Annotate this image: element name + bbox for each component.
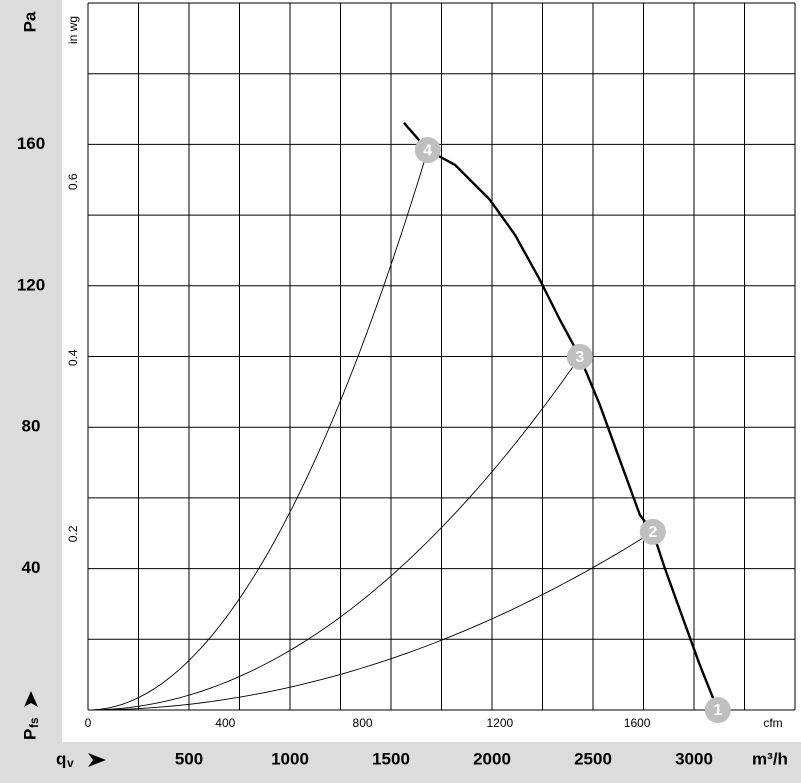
x-symbol-main: q xyxy=(56,749,66,768)
system-curve xyxy=(87,149,429,711)
operating-point xyxy=(566,343,593,370)
y2-tick-label: 0.2 xyxy=(66,525,80,542)
fan-curve xyxy=(403,122,719,711)
x2-tick-label: 800 xyxy=(353,716,373,730)
operating-point xyxy=(704,697,731,723)
x-tick-label: 500 xyxy=(175,749,203,768)
y-tick-label: 120 xyxy=(17,275,45,294)
x-symbol: q v xyxy=(56,749,106,770)
plot: 1 2 3 4 xyxy=(87,122,731,723)
y2-unit: in wg xyxy=(66,16,80,44)
system-curve xyxy=(87,531,654,711)
y-symbol: P fs xyxy=(20,691,41,740)
x-tick-label: 3000 xyxy=(675,749,713,768)
y-arrow xyxy=(24,691,38,707)
operating-point-label: 2 xyxy=(648,524,657,541)
x2-tick-label: 400 xyxy=(215,716,235,730)
y-tick-label: 40 xyxy=(22,558,41,577)
x-arrow xyxy=(88,753,106,767)
left-band xyxy=(0,0,62,742)
x-unit: m³/h xyxy=(752,749,788,768)
x-tick-label: 1000 xyxy=(271,749,309,768)
operating-point xyxy=(639,518,666,545)
x-tick-label: 1500 xyxy=(372,749,410,768)
y-unit: Pa xyxy=(20,11,39,32)
x2-unit: cfm xyxy=(763,716,782,730)
x-tick-label: 2000 xyxy=(473,749,511,768)
operating-point-label: 3 xyxy=(575,349,584,366)
y2-tick-label: 0.6 xyxy=(66,173,80,190)
y-symbol-sub: fs xyxy=(27,717,41,728)
y2-tick-label: 0.4 xyxy=(66,349,80,366)
y-symbol-main: P xyxy=(20,729,39,740)
y-tick-label: 80 xyxy=(22,417,41,436)
bottom-band xyxy=(0,742,801,783)
x2-tick-label: 1200 xyxy=(486,716,513,730)
operating-point-label: 1 xyxy=(713,702,722,719)
operating-point xyxy=(414,137,441,164)
x2-tick-label: 0 xyxy=(85,716,92,730)
y-tick-label: 160 xyxy=(17,134,45,153)
x2-tick-label: 1600 xyxy=(624,716,651,730)
operating-point-label: 4 xyxy=(423,142,432,159)
x-tick-label: 2500 xyxy=(574,749,612,768)
system-curve xyxy=(87,356,581,711)
grid xyxy=(87,2,796,711)
x-symbol-sub: v xyxy=(67,756,74,770)
